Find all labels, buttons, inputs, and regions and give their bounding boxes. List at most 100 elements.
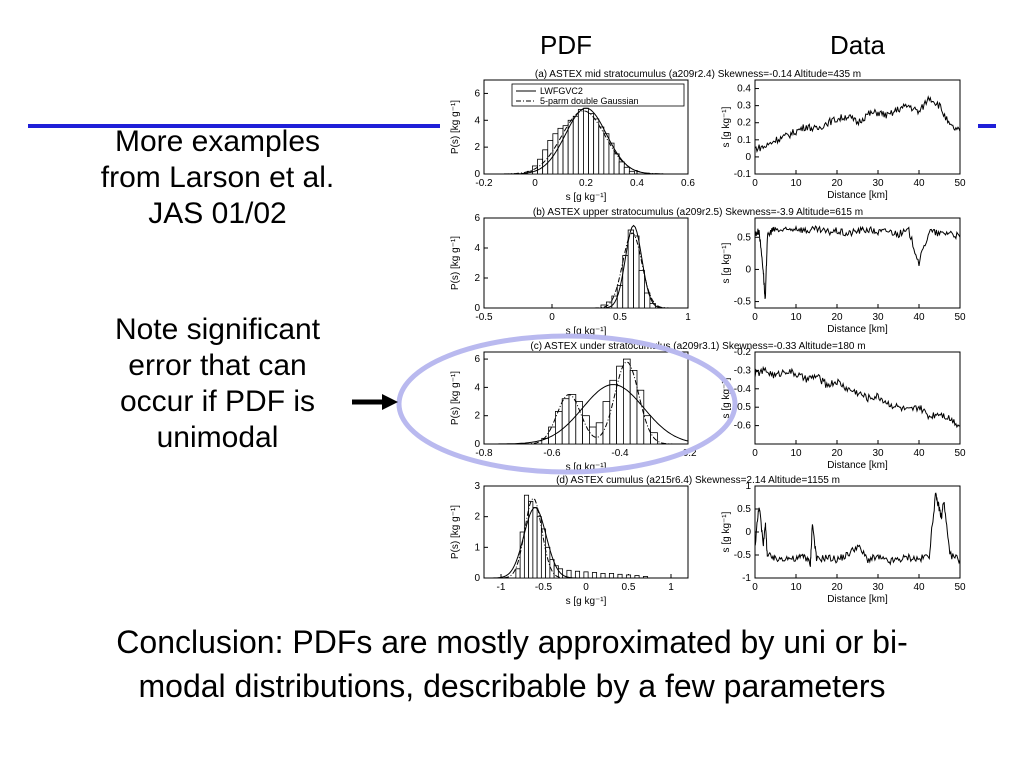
histogram-bar [649,303,656,309]
histogram-bar [562,125,569,175]
x-tick-label: 20 [831,448,843,459]
y-tick-label: 0.1 [737,135,751,146]
histogram-bar [600,573,606,579]
arrow-head-icon [382,394,398,410]
histogram-bar [613,153,620,175]
x-tick-label: 0 [549,312,555,323]
figure-panel: (a) ASTEX mid stratocumulus (a209r2.4) S… [352,69,966,607]
histogram-bar [591,572,598,579]
y-tick-label: 2 [474,512,480,523]
y-tick-label: -0.2 [734,347,752,358]
x-tick-label: 50 [954,582,966,593]
histogram-bar [523,494,530,579]
histogram-bar [598,126,605,175]
histogram-bar [628,170,635,175]
x-tick-label: 0 [752,448,758,459]
histogram-bar [572,115,579,175]
y-tick-label: 1 [745,481,751,492]
x-tick-label: 40 [913,448,925,459]
y-axis-label: s [g kg⁻¹] [721,511,732,552]
x-axis-label: s [g kg⁻¹] [566,192,607,203]
y-tick-label: 4 [474,243,480,254]
x-tick-label: 10 [790,582,802,593]
x-tick-label: 10 [790,312,802,323]
histogram-bar [593,118,600,175]
chart-title: (a) ASTEX mid stratocumulus (a209r2.4) S… [535,69,861,80]
x-axis-label: Distance [km] [827,594,888,605]
histogram-bar [638,270,645,309]
histogram-bar [627,229,634,309]
y-tick-label: -0.3 [734,365,752,376]
chart-0: (a) ASTEX mid stratocumulus (a209r2.4) S… [450,69,861,203]
y-tick-label: 2 [474,142,480,153]
histogram-bar [622,255,629,309]
histogram-bar [608,573,615,579]
plot-frame [754,485,961,579]
x-tick-label: 30 [872,178,884,189]
left-text-block-1: More examples from Larson et al. JAS 01/… [40,124,395,232]
left-text-line: Note significant [114,313,321,346]
y-tick-label: 0 [474,303,480,314]
left-text-line: unimodal [156,421,279,454]
x-tick-label: 30 [872,582,884,593]
pdf-curve-double-gaussian [484,232,688,309]
y-axis-label: s [g kg⁻¹] [721,377,732,418]
histogram-bar [603,133,610,175]
chart-title: (d) ASTEX cumulus (a215r6.4) Skewness=2.… [556,475,840,486]
x-tick-label: -1 [497,582,506,593]
pdf-curve-double-gaussian [484,361,688,445]
y-tick-label: 2 [474,411,480,422]
y-tick-label: 2 [474,273,480,284]
y-tick-label: 0.5 [737,232,751,243]
histogram-bar [643,415,651,445]
histogram-bar [540,528,547,579]
x-axis-label: s [g kg⁻¹] [566,596,607,607]
chart-4: (c) ASTEX under stratocumulus (a209r3.1)… [450,341,866,473]
x-tick-label: 0.5 [613,312,627,323]
x-tick-label: 20 [831,312,843,323]
y-tick-label: 6 [474,213,480,224]
histogram-bar [532,507,538,579]
x-axis-label: s [g kg⁻¹] [566,326,607,337]
y-tick-label: 6 [474,354,480,365]
chart-title: (b) ASTEX upper stratocumulus (a209r2.5)… [533,207,863,218]
chart-title: (c) ASTEX under stratocumulus (a209r3.1)… [530,341,865,352]
conclusion-text: Conclusion: PDFs are mostly approximated… [0,620,1024,708]
histogram-bar [575,401,583,445]
left-text-line: error that can [128,349,307,382]
y-tick-label: -0.5 [734,402,752,413]
plot-frame [754,217,961,309]
pdf-curve-double-gaussian [484,497,688,579]
y-axis-label: s [g kg⁻¹] [721,242,732,283]
y-axis-label: P(s) [kg g⁻¹] [450,371,461,425]
y-tick-label: 6 [474,88,480,99]
y-tick-label: 0 [474,169,480,180]
x-tick-label: 50 [954,312,966,323]
plot-frame [754,79,961,175]
histogram-bar [618,161,625,175]
histogram-bar [588,113,595,175]
plot-frame [754,351,961,445]
y-tick-label: 0 [745,152,751,163]
conclusion-line: Conclusion: PDFs are mostly approximated… [116,624,908,660]
y-axis-label: s [g kg⁻¹] [721,106,732,147]
y-tick-label: 0 [474,573,480,584]
y-tick-label: 0 [474,439,480,450]
y-tick-label: 4 [474,115,480,126]
histogram-bar [519,531,525,579]
histogram-bar [636,389,645,445]
data-series-line [754,492,961,567]
y-tick-label: -0.6 [734,421,752,432]
x-tick-label: 40 [913,178,925,189]
chart-group: (a) ASTEX mid stratocumulus (a209r2.4) S… [450,69,966,607]
histogram-bar [609,379,617,445]
x-axis-label: Distance [km] [827,324,888,335]
y-tick-label: 0 [745,527,751,538]
data-series-line [754,365,961,429]
histogram-bar [623,358,631,445]
histogram-bar [583,107,589,175]
conclusion-line: modal distributions, describable by a fe… [138,668,886,704]
histogram-bar [574,570,581,579]
y-axis-label: P(s) [kg g⁻¹] [450,100,461,154]
